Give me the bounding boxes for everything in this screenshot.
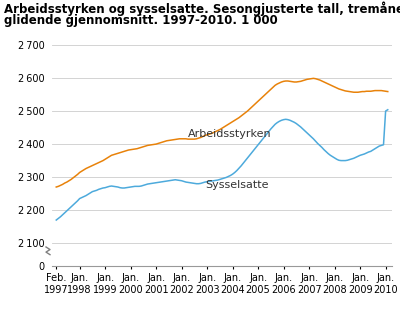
Text: glidende gjennomsnitt. 1997-2010. 1 000: glidende gjennomsnitt. 1997-2010. 1 000 <box>4 14 278 28</box>
Text: Arbeidsstyrken: Arbeidsstyrken <box>188 129 272 139</box>
Text: Sysselsatte: Sysselsatte <box>205 180 268 190</box>
Text: Arbeidsstyrken og sysselsatte. Sesongjusterte tall, tremåneders: Arbeidsstyrken og sysselsatte. Sesongjus… <box>4 2 400 16</box>
